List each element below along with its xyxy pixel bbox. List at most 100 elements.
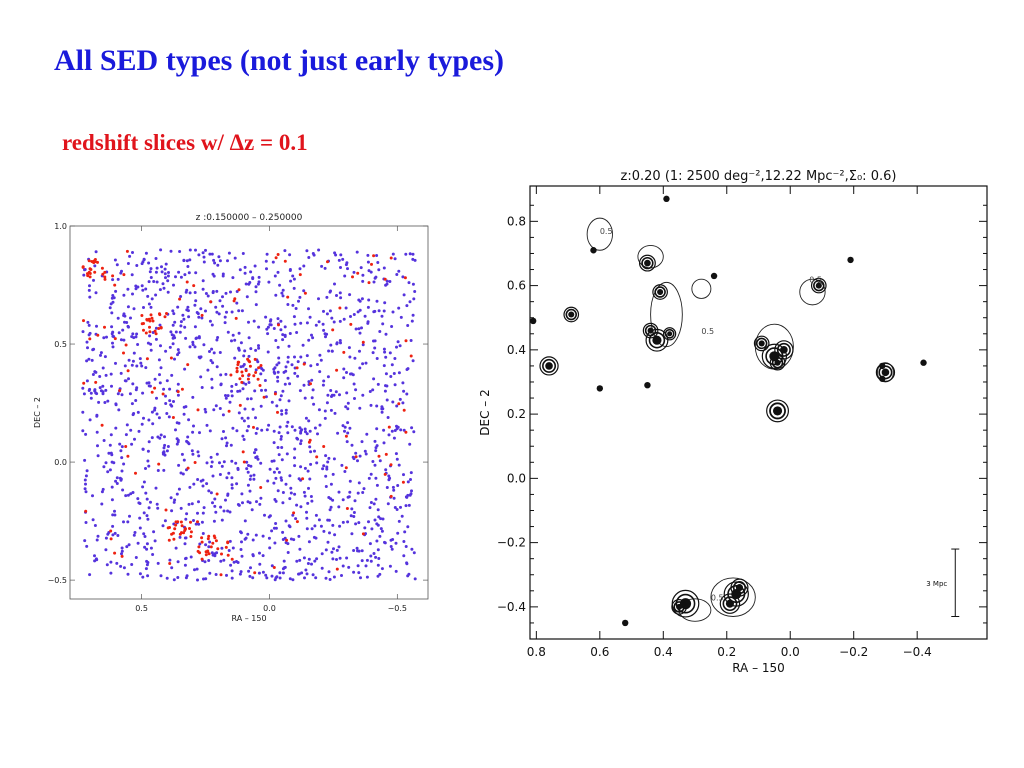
- scatter-point: [188, 485, 192, 489]
- scatter-point: [315, 461, 319, 465]
- scatter-point: [225, 444, 228, 448]
- scatter-point: [209, 491, 213, 495]
- scatter-point-red: [144, 331, 148, 335]
- scatter-point: [361, 279, 365, 283]
- scatter-point: [146, 574, 150, 578]
- scatter-point: [340, 463, 344, 467]
- scatter-point: [108, 306, 112, 310]
- scatter-point: [149, 500, 152, 504]
- scatter-point: [251, 576, 255, 580]
- scatter-point: [352, 511, 356, 514]
- scatter-point-red: [307, 440, 311, 444]
- scatter-point-red: [206, 537, 210, 541]
- scatter-point: [215, 365, 219, 369]
- scatter-point: [240, 540, 243, 544]
- scatter-point-red: [377, 454, 381, 458]
- scatter-point: [345, 261, 349, 265]
- scatter-point: [363, 449, 367, 453]
- scatter-point: [392, 372, 396, 375]
- scatter-point: [379, 527, 383, 531]
- scatter-point: [297, 534, 301, 538]
- scatter-point: [115, 263, 119, 267]
- scatter-point: [356, 564, 360, 568]
- scatter-point: [255, 500, 258, 504]
- scatter-point-red: [196, 549, 200, 553]
- scatter-point-red: [165, 312, 168, 315]
- scatter-point: [224, 372, 228, 376]
- scatter-point: [164, 394, 167, 398]
- x-tick-label: −0.2: [839, 645, 868, 659]
- scatter-point: [284, 519, 288, 523]
- scatter-point: [124, 494, 128, 498]
- scatter-point: [174, 275, 177, 279]
- scatter-point: [399, 428, 403, 432]
- scatter-point-red: [209, 300, 213, 304]
- scatter-point: [86, 346, 89, 350]
- scatter-point: [264, 259, 268, 263]
- scatter-point: [259, 372, 263, 376]
- scatter-point: [119, 477, 123, 481]
- scatter-point: [208, 252, 212, 256]
- scatter-point: [110, 460, 114, 464]
- scatter-point: [230, 486, 234, 490]
- scatter-point: [375, 522, 379, 526]
- scatter-point: [329, 343, 333, 347]
- scatter-point: [245, 429, 249, 433]
- scatter-point: [114, 426, 118, 430]
- scatter-point: [194, 337, 198, 340]
- scatter-point: [135, 364, 139, 368]
- scatter-point-red: [82, 381, 86, 385]
- scatter-point-red: [124, 343, 128, 347]
- scatter-point: [366, 305, 370, 309]
- scatter-point-red: [335, 567, 339, 571]
- scatter-point: [163, 267, 167, 271]
- scatter-point: [243, 271, 247, 275]
- scatter-point-red: [276, 253, 280, 256]
- scatter-point: [144, 491, 148, 495]
- scatter-point: [385, 384, 389, 388]
- scatter-point: [280, 458, 284, 462]
- scatter-point: [352, 515, 356, 518]
- scatter-point: [197, 315, 201, 319]
- scatter-point: [326, 393, 330, 397]
- contour-line: [732, 581, 747, 595]
- scatter-point: [95, 430, 99, 434]
- scatter-point: [168, 399, 172, 403]
- scatter-point-red: [157, 327, 161, 330]
- scatter-point: [254, 303, 258, 307]
- scatter-point: [364, 361, 368, 365]
- scatter-point: [352, 313, 356, 316]
- scatter-point: [84, 521, 88, 524]
- scatter-point-red: [171, 416, 175, 419]
- scatter-point: [395, 273, 399, 276]
- scatter-point: [119, 564, 123, 568]
- density-peak: [847, 256, 854, 264]
- scatter-point: [329, 389, 333, 392]
- scatter-point: [95, 538, 99, 542]
- scatter-point: [281, 491, 285, 494]
- scatter-point: [320, 566, 324, 570]
- scatter-point: [172, 312, 176, 316]
- scatter-point: [134, 556, 138, 559]
- scatter-point: [376, 382, 380, 386]
- scatter-point: [228, 539, 232, 543]
- scatter-point: [402, 554, 406, 558]
- scatter-point: [254, 348, 258, 352]
- scatter-point: [325, 465, 329, 469]
- scatter-point: [387, 478, 391, 482]
- scatter-point: [382, 441, 386, 445]
- scatter-point-red: [238, 403, 242, 407]
- scatter-point: [388, 351, 392, 355]
- scatter-point: [268, 467, 272, 471]
- scatter-point: [166, 274, 170, 278]
- scatter-point: [260, 388, 263, 392]
- scatter-point: [357, 481, 361, 485]
- scatter-point: [156, 469, 160, 472]
- scatter-point: [324, 576, 328, 580]
- scatter-point-red: [200, 536, 204, 540]
- scatter-point: [329, 408, 333, 412]
- scatter-point: [246, 470, 250, 474]
- scatter-point: [358, 331, 362, 335]
- contour-peak: [647, 327, 654, 334]
- scatter-point: [103, 355, 107, 359]
